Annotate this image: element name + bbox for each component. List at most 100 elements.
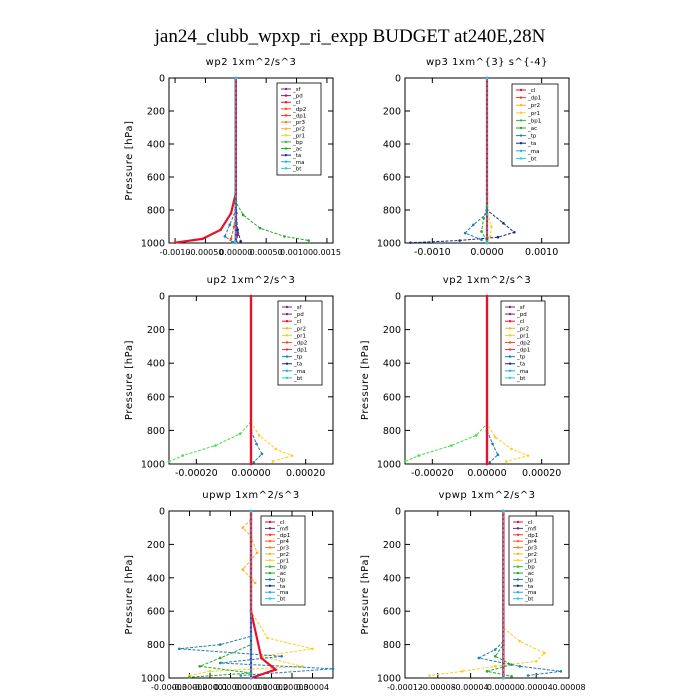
series-point xyxy=(236,233,239,237)
series-point xyxy=(311,647,314,651)
series-line xyxy=(224,78,237,243)
legend-label: _cl xyxy=(516,319,525,325)
series-point xyxy=(510,675,513,678)
ytick-label: 400 xyxy=(383,573,401,584)
legend-marker xyxy=(285,312,289,316)
legend-marker xyxy=(508,369,512,373)
legend-label: _pr1 xyxy=(276,558,289,564)
xtick-label: 0.00000 xyxy=(231,468,270,479)
ytick-label: 400 xyxy=(383,359,401,370)
series-point xyxy=(485,76,489,80)
series-point xyxy=(485,241,489,245)
ytick-label: 800 xyxy=(383,206,401,217)
legend-label: _pr4 xyxy=(524,539,538,545)
legend-marker xyxy=(519,104,523,107)
ytick-label: 600 xyxy=(147,607,165,618)
ytick-label: 200 xyxy=(383,107,401,118)
ytick-label: 400 xyxy=(147,359,165,370)
series-point xyxy=(331,667,335,671)
legend-marker xyxy=(516,597,520,600)
series-point xyxy=(493,654,497,658)
legend-marker xyxy=(284,114,288,117)
series-point xyxy=(218,643,222,646)
legend-label: _bp xyxy=(524,565,535,571)
legend-marker xyxy=(519,96,523,99)
legend-label: _pr3 xyxy=(292,120,306,126)
legend-label: _dp1 xyxy=(527,96,541,102)
legend-label: _ta xyxy=(292,153,301,159)
legend-label: _bp xyxy=(276,565,287,571)
xtick-label: -0.00004 xyxy=(453,683,489,692)
legend-marker xyxy=(285,369,289,373)
xtick-label: 0.00002 xyxy=(255,683,288,692)
xtick-label: 0.00020 xyxy=(286,468,325,479)
legend-label: _pr2 xyxy=(293,326,306,332)
legend-marker xyxy=(516,584,520,588)
panels: wp2 1xm^2/s^3 0 200 400 600 800 1000 Pressure [… xyxy=(124,57,586,692)
ytick-label: 0 xyxy=(395,507,401,518)
series-point xyxy=(260,452,264,456)
legend-label: _pr1 xyxy=(292,133,305,139)
series-point xyxy=(409,241,412,244)
series-point xyxy=(249,294,253,298)
series-point xyxy=(518,665,522,668)
panel-title: vp2 1xm^2/s^3 xyxy=(443,275,531,286)
ytick-label: 0 xyxy=(159,74,165,85)
series-point xyxy=(502,509,505,513)
xtick-label: 0.00008 xyxy=(552,683,585,692)
legend-marker xyxy=(268,565,272,568)
legend-label: _ta xyxy=(276,584,285,590)
series-point xyxy=(504,460,508,463)
legend-label: _pr3 xyxy=(524,546,538,552)
legend-marker xyxy=(285,305,289,309)
ytick-label: 200 xyxy=(383,325,401,336)
legend-marker xyxy=(284,127,288,130)
ytick-label: 200 xyxy=(147,540,165,551)
legend-label: _mfl xyxy=(524,526,537,532)
series-point xyxy=(214,444,217,447)
legend-label: _ac xyxy=(524,571,534,577)
legend-label: _bp xyxy=(292,140,303,146)
legend-marker xyxy=(268,520,272,524)
plot-frame xyxy=(168,77,334,244)
xtick-label: 0.0000 xyxy=(470,247,503,258)
legend-label: _ma xyxy=(293,369,305,375)
legend-marker xyxy=(519,111,523,115)
series-point xyxy=(229,212,233,215)
ytick-label: 800 xyxy=(383,640,401,651)
series-point xyxy=(274,447,277,451)
y-axis-label: Pressure [hPa] xyxy=(360,340,371,420)
legend-label: _pd xyxy=(516,312,527,318)
series-point xyxy=(181,454,184,457)
legend-label: _ma xyxy=(292,160,304,166)
series-point xyxy=(198,665,202,668)
legend-marker xyxy=(284,120,288,124)
series-point xyxy=(428,674,431,677)
xtick-label: -0.00020 xyxy=(175,468,218,479)
series-line xyxy=(410,78,516,244)
legend-label: _pd xyxy=(293,312,304,318)
series-point xyxy=(257,434,261,437)
ytick-label: 1000 xyxy=(141,674,165,685)
legend-label: _pr4 xyxy=(276,539,290,545)
series-point xyxy=(290,454,294,457)
y-axis-label: Pressure [hPa] xyxy=(124,120,135,200)
legend-label: _dp1 xyxy=(524,533,538,539)
legend-marker xyxy=(284,101,288,104)
legend-label: _dp2 xyxy=(293,340,307,346)
panel-title: up2 1xm^2/s^3 xyxy=(207,275,296,286)
ytick-label: 200 xyxy=(147,325,165,336)
series-point xyxy=(238,432,242,436)
series-line xyxy=(242,519,258,584)
legend-marker xyxy=(268,552,272,556)
series-line xyxy=(189,511,313,676)
series-line xyxy=(179,511,334,676)
xtick-label: -0.00003 xyxy=(151,683,187,692)
xtick-label: 0.00004 xyxy=(296,683,329,692)
series-point xyxy=(177,647,181,651)
legend-marker xyxy=(284,107,288,111)
legend-label: _cl xyxy=(524,520,533,526)
legend-marker xyxy=(508,362,512,365)
xtick-label: 0.0015 xyxy=(313,248,341,257)
